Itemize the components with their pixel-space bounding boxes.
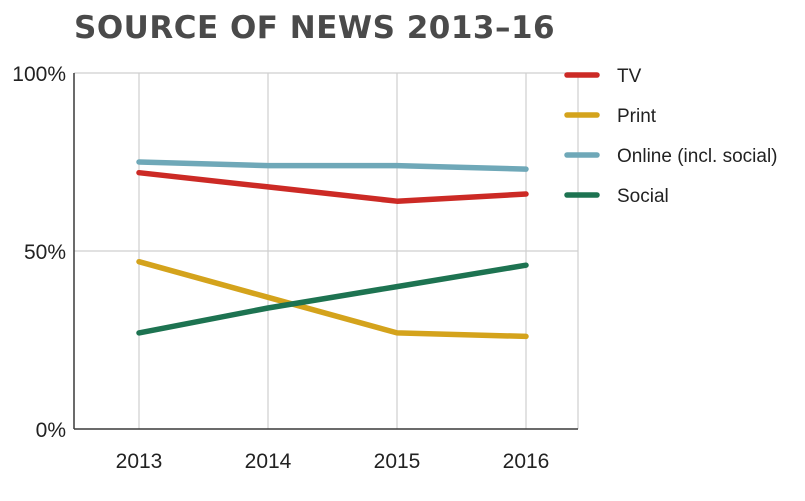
legend-label: Online (incl. social) — [617, 146, 778, 167]
grid — [74, 72, 579, 429]
series-line-online-incl-social — [136, 159, 529, 172]
y-tick-label: 50% — [24, 241, 66, 264]
x-tick-label: 2013 — [116, 450, 163, 473]
series-line-tv — [136, 169, 529, 204]
y-tick-label: 100% — [12, 63, 66, 86]
chart-title: SOURCE OF NEWS 2013–16 — [74, 10, 555, 46]
y-tick-label: 0% — [36, 419, 66, 442]
legend-label: Social — [617, 186, 669, 207]
legend: TV Print Online (incl. social) Social — [564, 66, 778, 207]
series-lines — [136, 159, 529, 340]
legend-label: Print — [617, 106, 657, 127]
legend-label: TV — [617, 66, 642, 87]
axes: 0% 50% 100% 2013 2014 2015 2016 — [12, 63, 578, 473]
series-line-print — [136, 258, 529, 340]
x-tick-label: 2015 — [374, 450, 421, 473]
x-tick-label: 2014 — [245, 450, 292, 473]
x-tick-label: 2016 — [503, 450, 550, 473]
series-line-social — [136, 262, 529, 336]
